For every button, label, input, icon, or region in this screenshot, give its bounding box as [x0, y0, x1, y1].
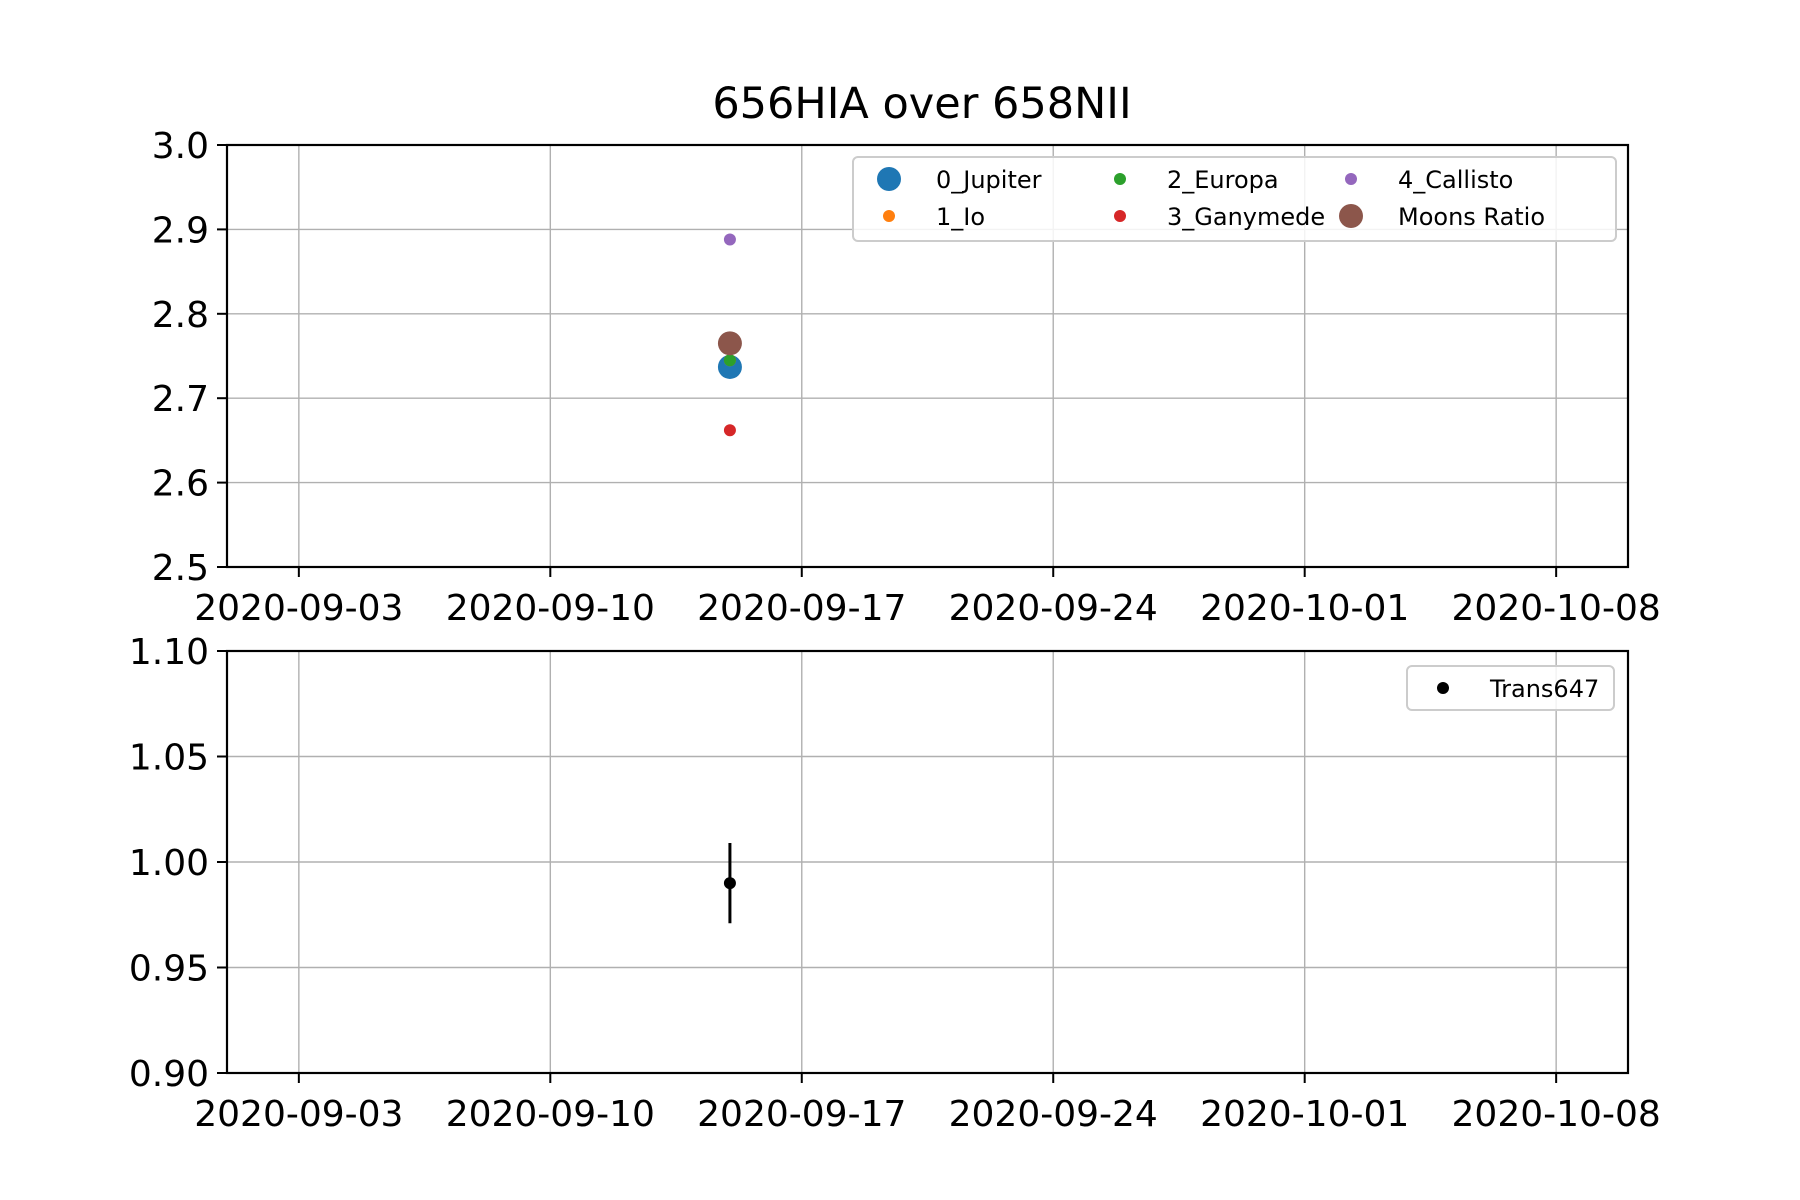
data-point-Moons Ratio [717, 331, 742, 356]
legend-label-0_Jupiter: 0_Jupiter [936, 166, 1042, 194]
y-tick-label: 1.10 [129, 632, 209, 673]
x-tick-label: 2020-09-17 [697, 588, 906, 629]
y-tick-label: 2.9 [152, 210, 209, 251]
y-tick-label: 1.05 [129, 738, 209, 779]
legend-label-Moons Ratio: Moons Ratio [1398, 203, 1545, 231]
subplot-2: 2020-09-03 2020-09-10 2020-09-17 2020-09-24… [129, 632, 1661, 1135]
legend-marker-2_Europa [1114, 173, 1126, 185]
legend-marker-4_Callisto [1345, 173, 1357, 185]
x-tick-label: 2020-10-08 [1452, 1094, 1661, 1135]
x-tick-label: 2020-10-01 [1200, 588, 1409, 629]
data-point-Trans647 [723, 877, 736, 890]
y-tick-label: 2.7 [152, 379, 209, 420]
legend-marker-Moons Ratio [1339, 204, 1363, 228]
legend-marker-Trans647 [1437, 682, 1449, 694]
x-tick-label: 2020-09-24 [949, 588, 1158, 629]
legend: 0_Jupiter 1_Io 2_Europa 3_Ganymede 4_Callist… [852, 156, 1617, 242]
legend-marker-3_Ganymede [1114, 210, 1126, 222]
x-tick-label: 2020-09-17 [697, 1094, 906, 1135]
legend-box [1406, 665, 1615, 711]
y-tick-label: 1.00 [129, 843, 209, 884]
x-tick-label: 2020-10-01 [1200, 1094, 1409, 1135]
x-tick-label: 2020-09-24 [949, 1094, 1158, 1135]
axes-frame [225, 649, 1630, 1075]
legend-label-3_Ganymede: 3_Ganymede [1167, 203, 1325, 231]
y-tick-label: 2.6 [152, 464, 209, 505]
data-point-3_Ganymede [723, 424, 736, 437]
data-point-4_Callisto [723, 233, 736, 246]
y-tick-label: 0.90 [129, 1054, 209, 1095]
legend-label-4_Callisto: 4_Callisto [1398, 166, 1513, 194]
x-tick-label: 2020-10-08 [1452, 588, 1661, 629]
x-tick-label: 2020-09-03 [194, 588, 403, 629]
x-tick-label: 2020-09-10 [446, 588, 655, 629]
legend-marker-1_Io [883, 210, 895, 222]
legend-label-2_Europa: 2_Europa [1167, 166, 1279, 194]
legend-box [852, 156, 1617, 242]
chart-title: 656HIA over 658NII [712, 79, 1131, 129]
legend-marker-0_Jupiter [877, 167, 901, 191]
subplot-1: 2020-09-03 2020-09-10 2020-09-17 2020-09-24… [152, 126, 1661, 629]
y-tick-label: 0.95 [129, 949, 209, 990]
y-tick-label: 2.5 [152, 548, 209, 589]
axes-frame [225, 143, 1630, 569]
x-tick-label: 2020-09-03 [194, 1094, 403, 1135]
y-tick-label: 3.0 [152, 126, 209, 167]
data-point-0_Jupiter [717, 354, 742, 379]
legend: Trans647 [1406, 665, 1615, 711]
y-tick-label: 2.8 [152, 295, 209, 336]
plots-container: 2020-09-03 2020-09-10 2020-09-17 2020-09-24… [129, 126, 1661, 1135]
legend-label-Trans647: Trans647 [1489, 675, 1599, 703]
data-point-2_Europa [723, 354, 736, 367]
legend-label-1_Io: 1_Io [936, 203, 985, 231]
x-tick-label: 2020-09-10 [446, 1094, 655, 1135]
